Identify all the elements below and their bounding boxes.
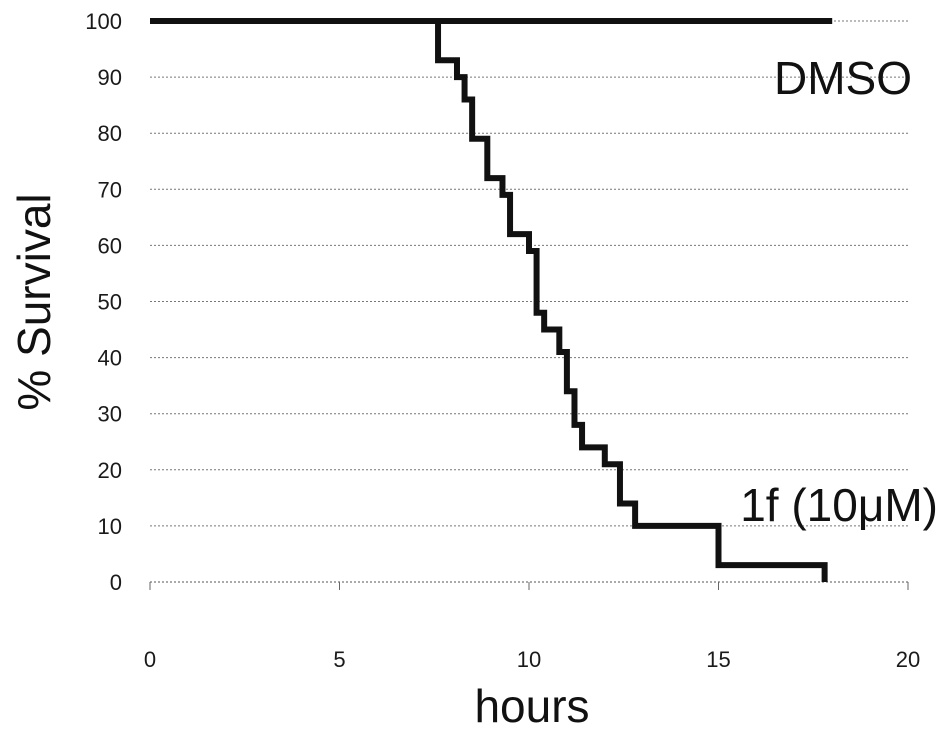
- y-axis-title: % Survival: [8, 193, 60, 410]
- x-tick-label: 10: [517, 647, 541, 672]
- series-line-compound-1f: [150, 18, 828, 582]
- y-tick-label: 90: [98, 65, 122, 90]
- series-lines: [150, 18, 833, 582]
- y-tick-label: 20: [98, 458, 122, 483]
- series-label-compound-1f: 1f (10μM): [740, 479, 938, 531]
- tick-labels: 0 10 20 30 40 50 60 70 80 90 100 0 5 10 15 20: [85, 9, 920, 672]
- y-tick-label: 80: [98, 121, 122, 146]
- y-tick-label: 70: [98, 177, 122, 202]
- series-labels: DMSO 1f (10μM): [740, 52, 938, 531]
- y-tick-label: 0: [110, 570, 122, 595]
- x-axis-title: hours: [474, 680, 589, 731]
- series-label-dmso: DMSO: [774, 52, 912, 104]
- y-tick-label: 40: [98, 346, 122, 371]
- y-tick-label: 60: [98, 233, 122, 258]
- axes: [149, 581, 909, 590]
- x-tick-label: 15: [706, 647, 730, 672]
- y-tick-label: 50: [98, 290, 122, 315]
- y-tick-label: 30: [98, 402, 122, 427]
- x-tick-label: 20: [896, 647, 920, 672]
- x-tick-label: 0: [144, 647, 156, 672]
- y-tick-label: 100: [85, 9, 122, 34]
- x-tick-label: 5: [333, 647, 345, 672]
- y-tick-label: 10: [98, 514, 122, 539]
